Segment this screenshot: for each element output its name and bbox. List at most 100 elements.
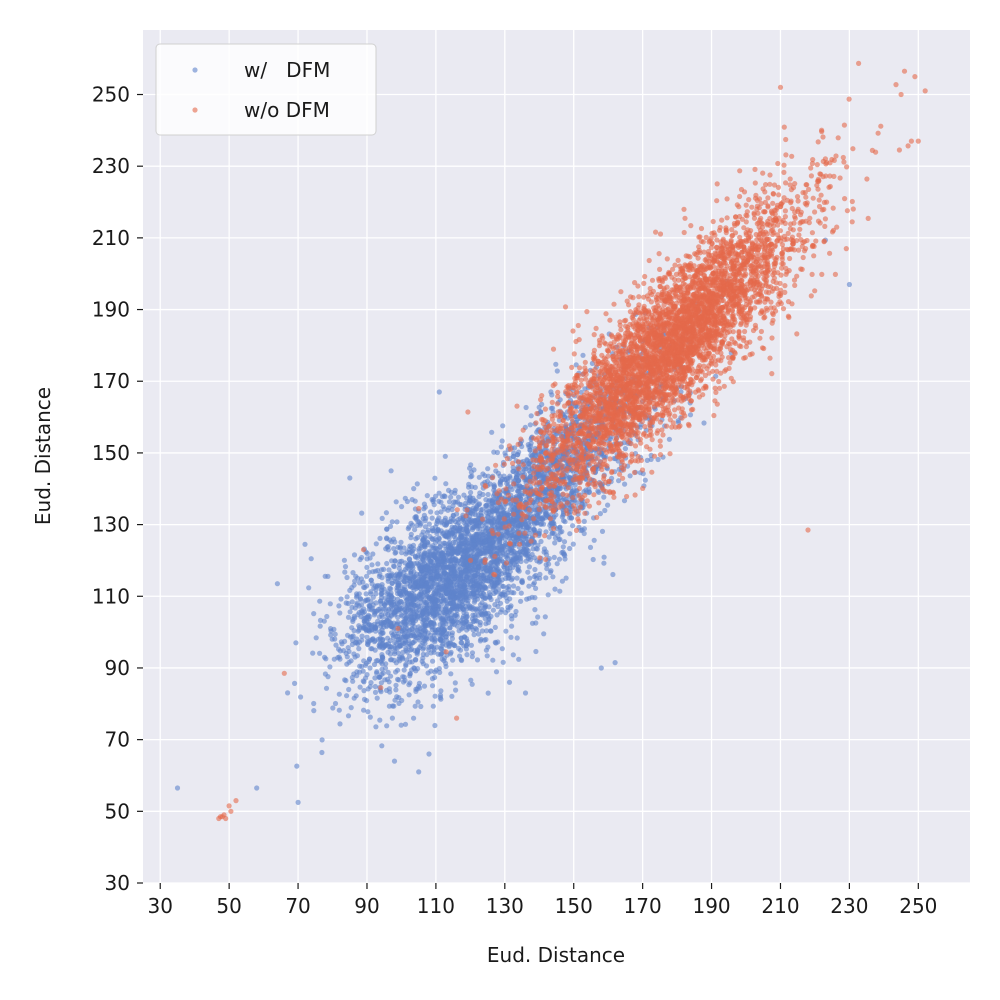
point-w-dfm [438, 638, 444, 644]
point-w-dfm [458, 580, 464, 587]
point-w-dfm [545, 592, 551, 598]
point-w-dfm [379, 666, 385, 672]
point-w-dfm [369, 562, 375, 568]
point-w-dfm [438, 696, 444, 702]
point-w-dfm [448, 494, 454, 500]
point-w-dfm [590, 556, 596, 563]
point-w-dfm [470, 505, 477, 511]
point-w-dfm [302, 541, 308, 547]
point-w-dfm [395, 614, 401, 621]
point-w-dfm [403, 661, 409, 668]
point-w-dfm [543, 562, 549, 568]
point-w-dfm [367, 665, 373, 671]
point-w-dfm [368, 577, 374, 583]
point-w-dfm [292, 680, 298, 687]
point-w-dfm [463, 500, 469, 506]
point-w-dfm [448, 649, 454, 656]
point-w-dfm [308, 556, 314, 562]
point-w-dfm [360, 625, 366, 631]
point-w-dfm [444, 590, 450, 596]
point-w-dfm [399, 654, 405, 660]
point-w-dfm [383, 510, 389, 516]
point-w-dfm [451, 499, 457, 505]
point-w-dfm [508, 516, 514, 522]
point-w-dfm [364, 583, 370, 589]
point-w-dfm [542, 614, 548, 620]
point-w-dfm [485, 565, 491, 571]
point-w-dfm [466, 572, 472, 578]
point-wo-dfm [564, 500, 570, 506]
point-w-dfm [483, 636, 489, 643]
point-w-dfm [557, 536, 563, 543]
point-w-dfm [346, 686, 352, 693]
point-w-dfm [516, 656, 522, 662]
point-w-dfm [319, 737, 325, 743]
point-wo-dfm [816, 197, 822, 203]
point-w-dfm [364, 698, 370, 704]
point-w-dfm [401, 667, 407, 673]
point-w-dfm [405, 526, 411, 532]
point-w-dfm [409, 626, 415, 632]
point-w-dfm [374, 695, 380, 701]
point-w-dfm [463, 623, 469, 630]
point-w-dfm [491, 449, 497, 455]
point-w-dfm [406, 692, 412, 698]
point-w-dfm [351, 651, 357, 657]
point-w-dfm [411, 486, 417, 492]
point-w-dfm [463, 597, 469, 603]
point-w-dfm [379, 575, 385, 581]
point-w-dfm [456, 592, 463, 598]
point-w-dfm [399, 550, 405, 556]
point-w-dfm [469, 654, 475, 660]
point-w-dfm [360, 678, 366, 684]
point-w-dfm [403, 595, 409, 601]
point-w-dfm [368, 589, 374, 595]
point-w-dfm [442, 517, 448, 524]
point-w-dfm [344, 574, 350, 581]
point-w-dfm [348, 705, 354, 711]
point-w-dfm [464, 529, 471, 535]
point-w-dfm [317, 598, 323, 604]
point-w-dfm [397, 544, 403, 550]
point-w-dfm [447, 625, 453, 631]
point-w-dfm [343, 678, 349, 684]
point-w-dfm [601, 494, 607, 500]
point-w-dfm [341, 648, 347, 654]
point-w-dfm [384, 723, 390, 729]
point-w-dfm [453, 687, 459, 693]
point-w-dfm [463, 538, 469, 545]
point-w-dfm [402, 677, 408, 684]
point-w-dfm [431, 497, 437, 503]
point-w-dfm [412, 703, 418, 709]
point-w-dfm [373, 600, 379, 606]
point-w-dfm [478, 572, 484, 579]
point-w-dfm [359, 554, 365, 561]
point-w-dfm [402, 721, 409, 727]
point-w-dfm [352, 605, 358, 611]
point-w-dfm [327, 601, 333, 607]
point-w-dfm [380, 636, 386, 643]
point-w-dfm [484, 653, 490, 659]
point-w-dfm [493, 468, 499, 474]
point-w-dfm [533, 545, 539, 552]
point-w-dfm [376, 614, 382, 620]
point-w-dfm [373, 591, 379, 597]
point-w-dfm [438, 499, 444, 505]
point-w-dfm [518, 590, 524, 596]
point-w-dfm [338, 596, 344, 602]
point-w-dfm [598, 665, 604, 671]
point-w-dfm [560, 544, 566, 550]
point-w-dfm [379, 515, 385, 522]
point-w-dfm [532, 595, 538, 601]
point-w-dfm [476, 631, 482, 637]
point-wo-dfm [681, 229, 687, 236]
point-w-dfm [497, 568, 503, 574]
point-w-dfm [397, 643, 403, 649]
point-w-dfm [550, 574, 556, 580]
point-w-dfm [448, 516, 454, 522]
point-w-dfm [503, 628, 509, 634]
point-wo-dfm [611, 301, 617, 307]
point-w-dfm [461, 534, 467, 540]
point-w-dfm [552, 540, 558, 546]
point-w-dfm [319, 749, 325, 756]
